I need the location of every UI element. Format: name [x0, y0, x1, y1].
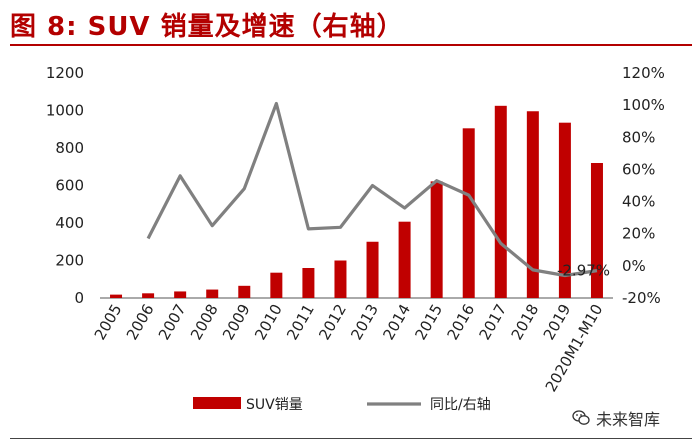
left-axis-tick-label: 400: [55, 214, 84, 232]
left-axis-tick-label: 1000: [46, 102, 84, 120]
title-divider: [10, 44, 692, 46]
right-axis-tick-label: 80%: [622, 128, 655, 146]
left-axis-tick-label: 600: [55, 177, 84, 195]
bar: [110, 294, 123, 298]
line-series: [146, 101, 598, 278]
x-axis-tick-label: 2010: [251, 301, 286, 343]
bar: [366, 241, 379, 298]
right-axis-tick-label: 20%: [622, 225, 655, 243]
x-axis-tick-label: 2006: [123, 301, 158, 343]
x-axis-tick-label: 2014: [379, 301, 414, 343]
bar: [206, 289, 219, 298]
right-axis-tick-label: -20%: [622, 289, 661, 307]
bar: [494, 105, 507, 298]
bar: [590, 163, 603, 298]
bar: [302, 268, 315, 298]
left-axis-tick-label: 1200: [46, 64, 84, 82]
left-axis-tick-label: 0: [74, 289, 84, 307]
bar: [270, 272, 283, 298]
x-axis-tick-label: 2013: [347, 301, 382, 343]
legend-bar-swatch: [193, 397, 241, 409]
bar-series: [110, 105, 603, 298]
right-axis-tick-label: 40%: [622, 193, 655, 211]
watermark-text: 未来智库: [596, 410, 661, 429]
bar: [174, 291, 187, 298]
left-axis-tick-label: 800: [55, 139, 84, 157]
legend-bar-label: SUV销量: [246, 397, 303, 413]
right-axis-tick-label: 60%: [622, 160, 655, 178]
left-axis-tick-label: 200: [55, 252, 84, 270]
x-axis-tick-label: 2009: [219, 301, 254, 343]
bar: [238, 285, 251, 298]
growth-line: [146, 101, 598, 278]
data-label: -2.97%: [557, 262, 610, 280]
right-axis-tick-label: 120%: [622, 64, 665, 82]
bar: [526, 111, 539, 298]
x-axis-tick-label: 2016: [444, 301, 479, 343]
x-axis-tick-label: 2018: [508, 301, 543, 343]
legend-line-label: 同比/右轴: [430, 397, 491, 413]
right-axis-tick-label: 100%: [622, 96, 665, 114]
x-axis-tick-label: 2007: [155, 301, 190, 343]
chart-axes: 0 200 400 600 800 1000 1200 -20% 0% 20% 40% 60% 80% 1…: [46, 64, 665, 395]
bar: [398, 221, 411, 298]
bar: [462, 128, 475, 298]
chart-title: 图 8: SUV 销量及增速（右轴）: [10, 12, 404, 42]
x-axis-tick-label: 2017: [476, 301, 511, 343]
legend: SUV销量 同比/右轴: [193, 397, 491, 413]
x-axis-tick-label: 2012: [315, 301, 350, 343]
x-axis-tick-label: 2015: [411, 301, 446, 343]
bar: [430, 181, 443, 298]
bar: [558, 122, 571, 298]
bar: [142, 293, 155, 298]
watermark: 未来智库: [572, 406, 660, 430]
x-axis-tick-label: 2008: [187, 301, 222, 343]
x-axis-tick-label: 2005: [91, 301, 126, 343]
annotations: -2.97%: [557, 262, 610, 280]
x-axis-tick-label: 2011: [283, 301, 318, 343]
bar: [334, 260, 347, 298]
right-axis-tick-label: 0%: [622, 257, 646, 275]
wechat-icon: [572, 410, 590, 425]
bottom-divider: [10, 438, 692, 439]
